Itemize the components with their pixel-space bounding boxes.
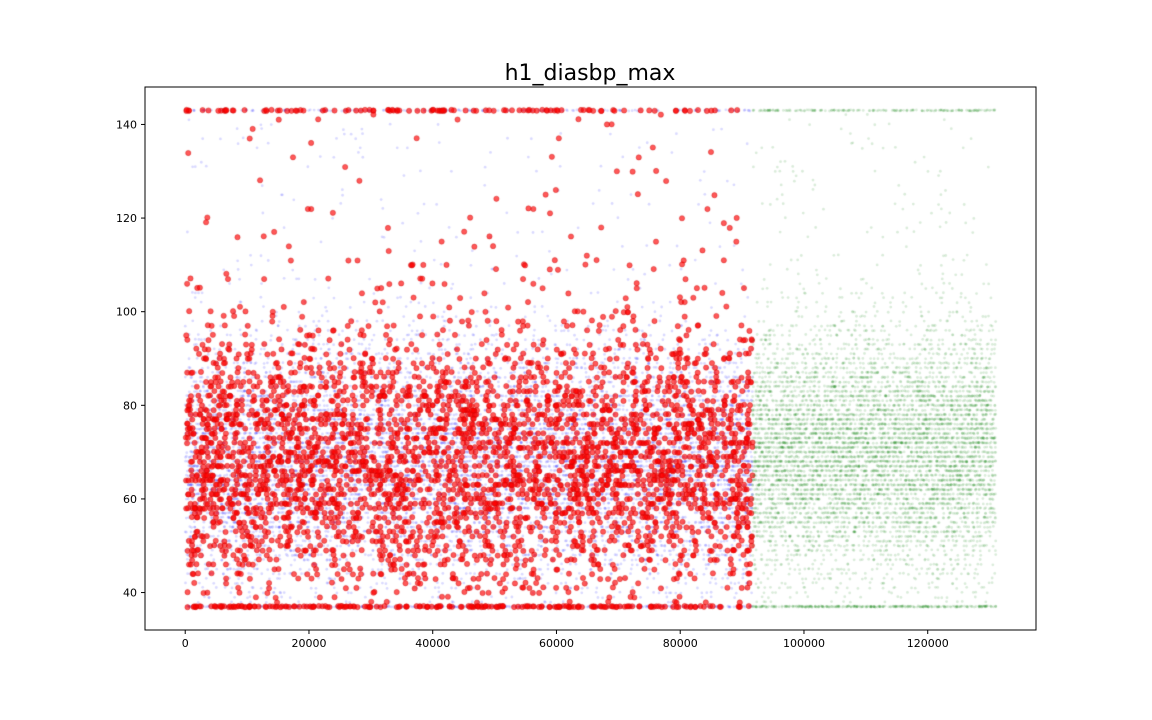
y-tick-label: 60: [123, 493, 137, 506]
x-tick-label: 60000: [539, 637, 574, 650]
y-tick-label: 120: [116, 212, 137, 225]
x-tick-label: 80000: [663, 637, 698, 650]
y-tick-label: 80: [123, 399, 137, 412]
x-tick-label: 40000: [415, 637, 450, 650]
y-tick-label: 100: [116, 306, 137, 319]
axes-layer: 0 20000 40000 60000 80000 100000 120000 40 60 80 1…: [116, 86, 1037, 650]
y-tick-label: 140: [116, 118, 137, 131]
x-tick-label: 120000: [907, 637, 949, 650]
y-tick-label: 40: [123, 587, 137, 600]
x-tick-label: 100000: [783, 637, 825, 650]
plot-frame: [144, 86, 1037, 631]
x-tick-label: 0: [182, 637, 189, 650]
x-tick-label: 20000: [291, 637, 326, 650]
